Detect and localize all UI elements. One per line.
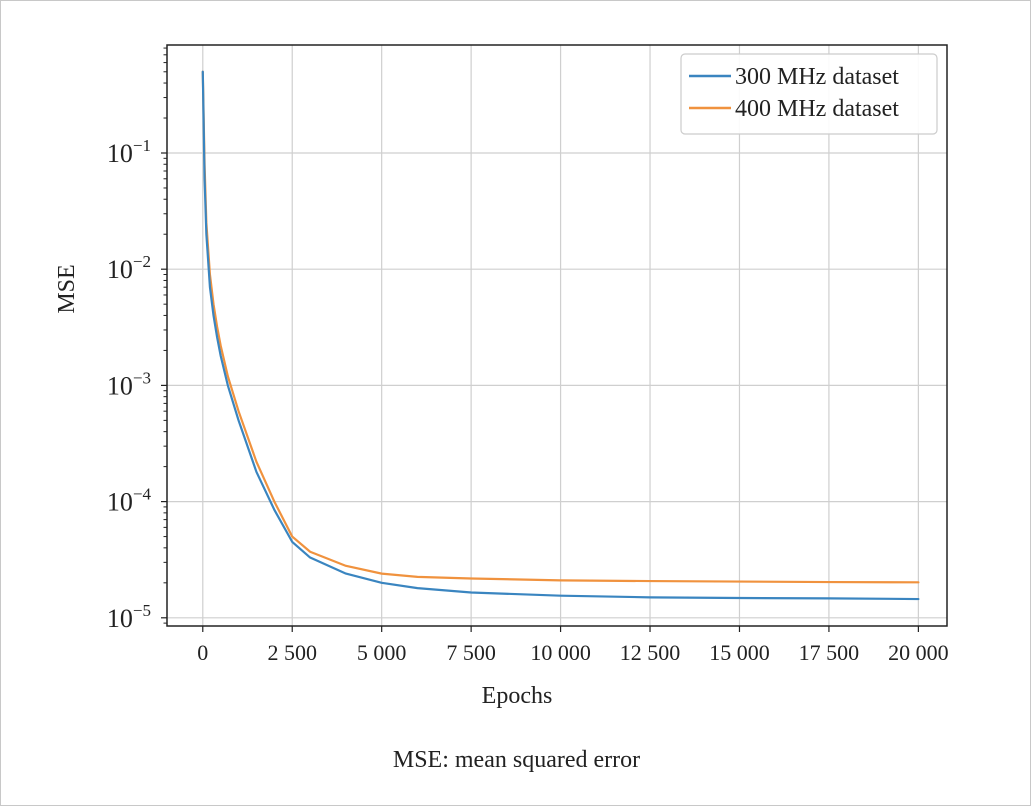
x-axis-ticks: 0 2 500 5 000 7 500 10 000 12 500 15 000 17 500… bbox=[197, 626, 949, 665]
y-tick-exponent: −3 bbox=[133, 368, 151, 387]
x-tick-label: 20 000 bbox=[888, 640, 949, 665]
series-line bbox=[201, 70, 920, 601]
legend-label: 300 MHz dataset bbox=[735, 64, 899, 90]
x-tick-label: 17 500 bbox=[799, 640, 860, 665]
y-tick-label: 10−3 bbox=[107, 368, 151, 400]
x-tick-label: 12 500 bbox=[620, 640, 681, 665]
y-axis-label: MSE bbox=[54, 264, 80, 313]
y-tick-exponent: −4 bbox=[133, 485, 152, 504]
legend-box bbox=[680, 53, 938, 135]
x-tick-label: 15 000 bbox=[709, 640, 770, 665]
y-tick-label: 10−5 bbox=[107, 601, 151, 633]
x-tick-label: 0 bbox=[197, 640, 208, 665]
legend-label: 400 MHz dataset bbox=[735, 96, 899, 122]
x-tick-label: 2 500 bbox=[267, 640, 317, 665]
y-tick-base: 10 bbox=[107, 255, 133, 284]
y-tick-base: 10 bbox=[107, 371, 133, 400]
x-axis-label: Epochs bbox=[482, 683, 553, 709]
y-tick-base: 10 bbox=[107, 604, 133, 633]
y-axis-ticks: 10−510−410−310−210−1 bbox=[107, 47, 167, 633]
legend: 300 MHz dataset 400 MHz dataset bbox=[680, 53, 938, 135]
x-tick-label: 10 000 bbox=[530, 640, 591, 665]
y-tick-base: 10 bbox=[107, 488, 133, 517]
y-tick-exponent: −5 bbox=[133, 601, 151, 620]
x-tick-label: 5 000 bbox=[357, 640, 407, 665]
grid bbox=[167, 45, 947, 626]
series-lines bbox=[201, 70, 920, 601]
plot-area-border bbox=[166, 44, 948, 627]
y-tick-base: 10 bbox=[107, 139, 133, 168]
y-tick-label: 10−2 bbox=[107, 252, 151, 284]
mse-chart: 0 2 500 5 000 7 500 10 000 12 500 15 000 17 500… bbox=[54, 44, 949, 709]
y-tick-exponent: −1 bbox=[133, 136, 151, 155]
y-tick-label: 10−1 bbox=[107, 136, 151, 168]
y-tick-label: 10−4 bbox=[107, 485, 152, 517]
x-tick-label: 7 500 bbox=[446, 640, 496, 665]
series-line bbox=[201, 70, 920, 584]
y-tick-exponent: −2 bbox=[133, 252, 151, 271]
figure-caption: MSE: mean squared error bbox=[392, 747, 641, 773]
